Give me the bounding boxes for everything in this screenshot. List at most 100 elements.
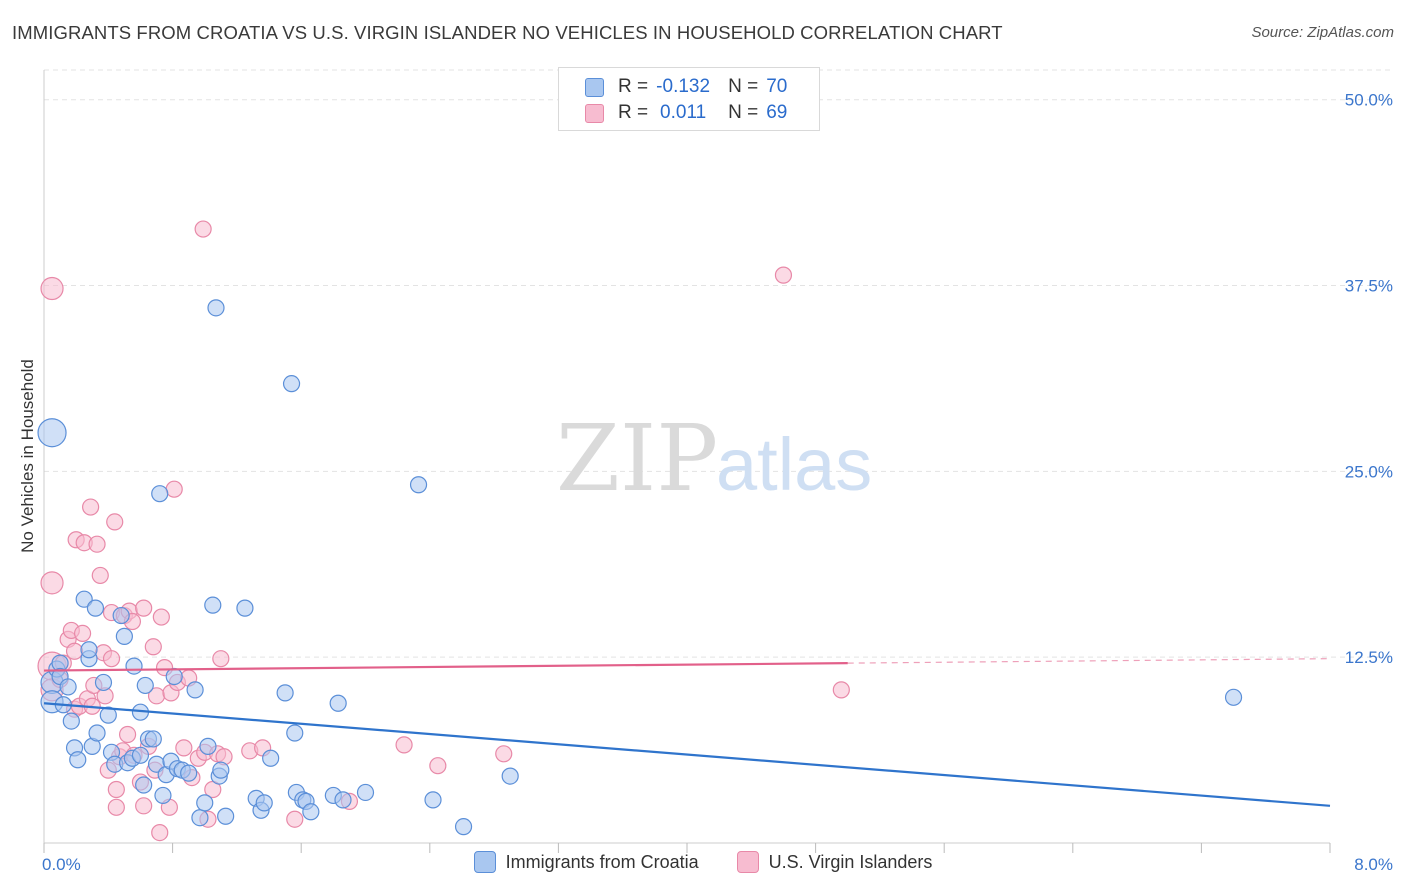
series-b-point [774, 266, 793, 284]
chart-title: IMMIGRANTS FROM CROATIA VS U.S. VIRGIN I… [12, 22, 1003, 43]
series-a-point [94, 673, 113, 692]
series-a-point [59, 678, 77, 696]
series-b-point [65, 642, 84, 660]
series-b-point [175, 739, 193, 757]
series-b-point [395, 736, 413, 754]
series-a-point [180, 764, 198, 782]
legend-item-series-a[interactable]: Immigrants from Croatia [473, 851, 699, 873]
series-a-point [236, 599, 254, 617]
series-b-point [429, 757, 447, 775]
series-b-point [144, 638, 162, 656]
series-a-point [165, 667, 183, 686]
series-a-point [196, 794, 214, 812]
series-a-point [329, 694, 347, 712]
series-a-point [154, 786, 172, 805]
series-a-point [262, 749, 280, 767]
trend-line-series-b [43, 662, 848, 672]
n-value: 69 [766, 102, 788, 123]
axes [43, 70, 1331, 853]
series-a-point [86, 599, 105, 617]
series-a-point [1224, 688, 1243, 706]
r-label: R = [618, 102, 649, 123]
series-b-point [135, 797, 153, 815]
series-a-point [276, 684, 294, 702]
y-tick-label: 12.5% [1345, 648, 1393, 667]
series-a-point [212, 761, 230, 779]
y-tick-label: 37.5% [1345, 277, 1393, 296]
legend-swatch-series-b [736, 851, 759, 873]
series-a-point [151, 485, 169, 503]
series-a-point [136, 676, 154, 695]
trend-line-series-a [43, 702, 1331, 807]
tick-labels: 12.5% 25.0% 37.5% 50.0% 0.0% 8.0% [42, 91, 1393, 874]
legend-swatch-series-a [585, 77, 604, 97]
series-a-point [255, 794, 273, 812]
series-a-point [144, 730, 162, 748]
series-a-point [112, 606, 130, 625]
legend-label-series-a: Immigrants from Croatia [505, 851, 699, 872]
series-b-point [495, 745, 513, 763]
series-a-point [125, 657, 143, 675]
y-tick-label: 50.0% [1345, 91, 1393, 110]
series-a-point [217, 807, 235, 825]
series-a-points [37, 299, 1243, 836]
series-b-point [82, 498, 100, 516]
trend-lines [43, 658, 1331, 807]
series-b-point [91, 566, 109, 585]
series-b-points [37, 220, 850, 842]
series-a-point [75, 590, 93, 608]
series-b-point [40, 571, 64, 595]
series-b-point [135, 599, 153, 617]
watermark-atlas: atlas [716, 423, 872, 506]
series-a-point [501, 767, 519, 785]
series-a-point [302, 803, 320, 821]
legend-item-series-b[interactable]: U.S. Virgin Islanders [736, 851, 933, 873]
r-value: 0.011 [660, 102, 707, 123]
series-a-point [424, 791, 442, 809]
x-tick-label: 0.0% [42, 855, 81, 874]
series-b-point [151, 823, 169, 842]
series-a-point [131, 746, 150, 764]
series-b-point [212, 650, 230, 668]
series-a-point [454, 818, 473, 836]
series-b-point [165, 480, 183, 498]
series-a-point [191, 809, 209, 827]
series-a-point [334, 791, 352, 809]
trend-line-series-b-extension [847, 658, 1331, 664]
legend-swatch-series-b [585, 103, 604, 123]
series-a-point [62, 712, 80, 730]
series-b-point [286, 810, 304, 828]
legend-row-series-a: R = -0.132 N = 70 [585, 75, 787, 99]
series-a-point [409, 476, 428, 494]
series-b-point [88, 535, 106, 553]
series-a-point [356, 783, 375, 802]
legend-label-series-b: U.S. Virgin Islanders [768, 851, 933, 872]
legend-swatch-series-a [473, 851, 496, 873]
series-a-point [88, 724, 106, 742]
series-legend: Immigrants from Croatia U.S. Virgin Isla… [0, 851, 1406, 873]
series-a-point [80, 641, 98, 659]
series-a-point [204, 596, 222, 614]
source-label: Source: ZipAtlas.com [1251, 24, 1394, 41]
series-a-point [135, 776, 153, 794]
r-value: -0.132 [656, 76, 711, 97]
series-a-point [37, 418, 67, 448]
series-a-point [207, 299, 225, 317]
series-b-point [832, 681, 850, 699]
series-b-point [194, 220, 212, 238]
legend-row-series-b: R = 0.011 N = 69 [585, 101, 787, 125]
series-b-point [40, 276, 64, 301]
series-a-point [286, 724, 304, 742]
watermark-zip: ZIP [556, 405, 718, 512]
series-a-point [115, 627, 133, 645]
series-b-point [73, 624, 92, 642]
series-b-point [152, 608, 170, 626]
n-label: N = [728, 76, 759, 97]
y-tick-label: 25.0% [1345, 462, 1393, 481]
series-b-point [107, 798, 125, 816]
correlation-legend: R = -0.132 N = 70 R = 0.011 N = 69 [558, 67, 820, 131]
watermark: ZIP atlas [556, 405, 872, 512]
r-label: R = [618, 76, 649, 97]
n-label: N = [728, 102, 759, 123]
